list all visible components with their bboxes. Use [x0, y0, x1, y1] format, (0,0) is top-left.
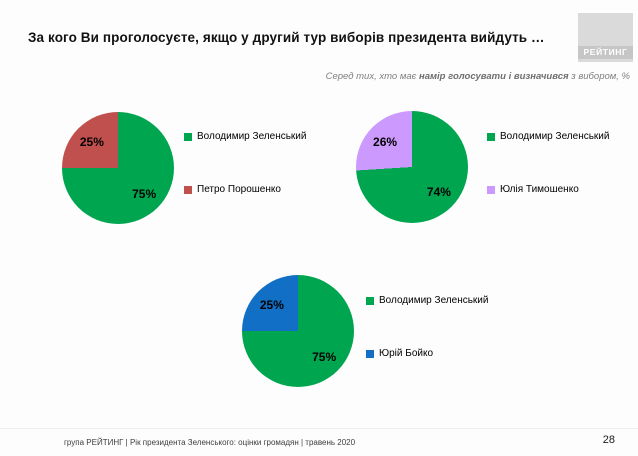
subtitle-prefix: Серед тих, хто має [325, 71, 419, 82]
legend-label: Петро Порошенко [197, 184, 281, 195]
legend-label: Володимир Зеленський [500, 131, 610, 142]
legend-item: Володимир Зеленський [184, 131, 306, 142]
legend-zelensky-vs-poroshenko: Володимир Зеленський Петро Порошенко [184, 131, 306, 195]
rating-group-logo: РЕЙТИНГ [578, 13, 633, 62]
legend-swatch-icon [487, 132, 495, 141]
subtitle-suffix: з вибором, % [568, 71, 630, 82]
legend-zelensky-vs-tymoshenko: Володимир Зеленський Юлія Тимошенко [487, 131, 609, 195]
legend-label: Володимир Зеленський [379, 295, 489, 306]
legend-label: Володимир Зеленський [197, 131, 307, 142]
rating-logo-text: РЕЙТИНГ [578, 46, 633, 59]
legend-label: Юрій Бойко [379, 348, 434, 359]
footer-source-text: група РЕЙТИНГ | Рік президента Зеленсько… [64, 438, 356, 447]
legend-item: Юрій Бойко [366, 348, 488, 359]
pie-slice-label: 25% [259, 297, 284, 312]
subtitle-bold-part: намір голосувати і визначився [418, 71, 569, 82]
legend-swatch-icon [366, 296, 374, 305]
slide-title: За кого Ви проголосуєте, якщо у другий т… [28, 30, 545, 45]
pie-slice-label: 74% [426, 185, 451, 200]
chart-subtitle: Серед тих, хто має намір голосувати і ви… [326, 71, 630, 82]
pie-chart-zelensky-vs-poroshenko: 75% 25% [62, 112, 174, 224]
pie-chart-zelensky-vs-tymoshenko: 74% 26% [356, 111, 468, 223]
legend-zelensky-vs-boyko: Володимир Зеленський Юрій Бойко [366, 295, 488, 359]
pie-chart-zelensky-vs-boyko: 75% 25% [242, 275, 354, 387]
legend-item: Петро Порошенко [184, 184, 306, 195]
pie-slice-label: 26% [373, 134, 398, 149]
pie-slice-label: 75% [132, 187, 157, 202]
footer-divider [0, 428, 638, 429]
pie-slice-label: 25% [79, 134, 104, 149]
legend-swatch-icon [184, 185, 192, 194]
pie-slice-label: 75% [312, 350, 337, 365]
legend-swatch-icon [366, 349, 374, 358]
legend-swatch-icon [184, 132, 192, 141]
legend-swatch-icon [487, 185, 495, 194]
legend-item: Володимир Зеленський [366, 295, 488, 306]
legend-item: Юлія Тимошенко [487, 184, 609, 195]
legend-label: Юлія Тимошенко [500, 184, 579, 195]
legend-item: Володимир Зеленський [487, 131, 609, 142]
page-number: 28 [602, 434, 615, 446]
